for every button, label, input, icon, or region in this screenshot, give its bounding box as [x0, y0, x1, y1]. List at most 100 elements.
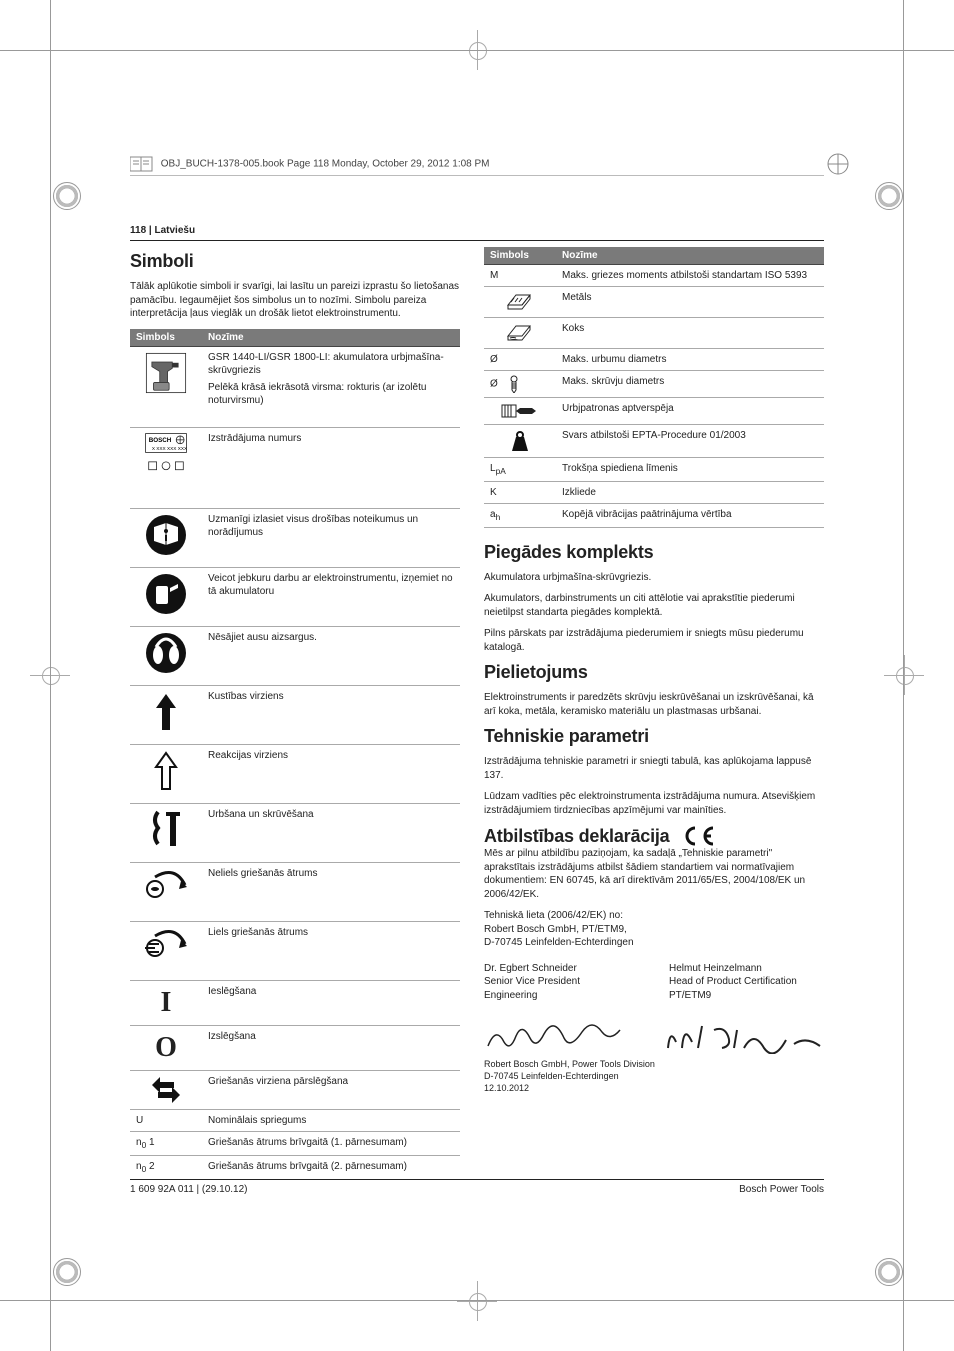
cell-text: Maks. urbumu diametrs [556, 349, 824, 371]
ah-symbol: ah [490, 509, 500, 520]
page-footer: 1 609 92A 011 | (29.10.12) Bosch Power T… [130, 1179, 824, 1195]
regmark-bottom-right [868, 1251, 908, 1291]
table-row: Svars atbilstoši EPTA-Procedure 01/2003 [484, 425, 824, 458]
drill-screw-icon [148, 808, 184, 852]
conformity-foot3: 12.10.2012 [484, 1082, 824, 1094]
signatures [484, 1018, 824, 1054]
table-row: Reakcijas virziens [130, 744, 460, 803]
cell-text: Nēsājiet ausu aizsargus. [202, 626, 460, 685]
table-row: Kustības virziens [130, 685, 460, 744]
regmark-bottom-left [46, 1251, 86, 1291]
ce-mark-icon [681, 825, 717, 847]
techparam-p2: Lūdzam vadīties pēc elektroinstrumenta i… [484, 790, 824, 817]
application-p1: Elektroinstruments ir paredzēts skrūvju … [484, 691, 824, 718]
page-number: 118 [130, 225, 146, 236]
cell-text: Urbšana un skrūvēšana [202, 803, 460, 862]
table-row: Ø Maks. skrūvju diametrs [484, 371, 824, 398]
uncertainty-symbol: K [484, 481, 556, 503]
crossmark-right [884, 655, 924, 695]
page: OBJ_BUCH-1378-005.book Page 118 Monday, … [0, 0, 954, 1351]
cell-text: Veicot jebkuru darbu ar elektroinstrumen… [202, 567, 460, 626]
regmark-top-left [46, 175, 86, 215]
low-speed-icon [143, 867, 189, 901]
table-row: n0 2 Griešanās ātrums brīvgaitā (2. pārn… [130, 1156, 460, 1180]
n0-2-symbol: n0 2 [136, 1161, 155, 1172]
table-row: I Ieslēgšana [130, 980, 460, 1025]
symbols-table-left: Simbols Nozīme [130, 329, 460, 1180]
conformity-p4: D-70745 Leinfelden-Echterdingen [484, 936, 824, 950]
left-column: Simboli Tālāk aplūkotie simboli ir svarī… [130, 247, 460, 1180]
cell-text: Metāls [556, 287, 824, 318]
signature-block: Dr. Egbert Schneider Senior Vice Preside… [484, 962, 824, 1003]
diameter-symbol: Ø [490, 379, 498, 390]
cell-text: Urbjpatronas aptverspēja [556, 398, 824, 425]
table-row: Liels griešanās ātrums [130, 921, 460, 980]
drill-icon [138, 351, 194, 395]
cell-text: Kustības virziens [202, 685, 460, 744]
th-symbol: Simbols [484, 247, 556, 265]
cell-text: Liels griešanās ātrums [202, 921, 460, 980]
table-row: ah Kopējā vibrācijas paātrinājuma vērtīb… [484, 503, 824, 527]
table-row: Urbjpatronas aptverspēja [484, 398, 824, 425]
page-lang: Latviešu [155, 225, 196, 236]
cell-text: Griešanās ātrums brīvgaitā (2. pārnesuma… [202, 1156, 460, 1180]
table-row: Koks [484, 318, 824, 349]
voltage-symbol: U [130, 1110, 202, 1132]
th-meaning: Nozīme [556, 247, 824, 265]
weight-icon [508, 429, 532, 453]
cell-text: Izkliede [556, 481, 824, 503]
table-row: BOSCH X XXX XXX XXX Izstrādājuma numurs [130, 427, 460, 508]
symbols-table-right: Simbols Nozīme M Maks. griezes moments a… [484, 247, 824, 528]
movement-arrow-icon [151, 690, 181, 734]
cell-text: Neliels griešanās ātrums [202, 862, 460, 921]
screw-icon [507, 375, 521, 393]
wood-icon [506, 322, 534, 344]
table-row: Uzmanīgi izlasiet visus drošības noteiku… [130, 508, 460, 567]
guide-left [50, 0, 51, 1351]
cell-text: Ieslēgšana [202, 980, 460, 1025]
delivery-p3: Pilns pārskats par izstrādājuma piederum… [484, 627, 824, 654]
footer-right: Bosch Power Tools [739, 1184, 824, 1195]
cell-text: Pelēkā krāsā iekrāsotā virsma: rokturis … [208, 381, 454, 407]
guide-bottom [0, 1300, 954, 1301]
cell-text: Griešanās virziena pārslēgšana [202, 1071, 460, 1110]
delivery-p1: Akumulatora urbjmašīna-skrūvgriezis. [484, 571, 824, 585]
running-header-rule [130, 175, 824, 176]
table-row: K Izkliede [484, 481, 824, 503]
conformity-foot1: Robert Bosch GmbH, Power Tools Division [484, 1058, 824, 1070]
table-row: n0 1 Griešanās ātrums brīvgaitā (1. pārn… [130, 1132, 460, 1156]
signature-left-icon [484, 1018, 624, 1054]
n0-1-symbol: n0 1 [136, 1137, 155, 1148]
title-conformity: Atbilstības deklarācija [484, 826, 669, 847]
right-column: Simbols Nozīme M Maks. griezes moments a… [484, 247, 824, 1180]
cell-text: Griešanās ātrums brīvgaitā (1. pārnesuma… [202, 1132, 460, 1156]
intro-text: Tālāk aplūkotie simboli ir svarīgi, lai … [130, 280, 460, 321]
th-symbol: Simbols [130, 329, 202, 347]
cell-text: Trokšņa spiediena līmenis [556, 458, 824, 482]
article-number-icon: BOSCH X XXX XXX XXX [138, 432, 194, 476]
content-area: 118 | Latviešu Simboli Tālāk aplūkotie s… [130, 225, 824, 1180]
table-row: LpA Trokšņa spiediena līmenis [484, 458, 824, 482]
cell-text: Maks. griezes moments atbilstoši standar… [556, 265, 824, 287]
delivery-p2: Akumulators, darbinstruments un citi att… [484, 592, 824, 619]
ear-protection-icon [144, 631, 188, 675]
read-manual-icon [144, 513, 188, 557]
table-row: Metāls [484, 287, 824, 318]
table-row: Neliels griešanās ātrums [130, 862, 460, 921]
table-row: Nēsājiet ausu aizsargus. [130, 626, 460, 685]
switch-on-icon: I [130, 980, 202, 1025]
title-techparam: Tehniskie parametri [484, 726, 824, 747]
conformity-foot2: D-70745 Leinfelden-Echterdingen [484, 1070, 824, 1082]
crossmark-bottom [457, 1281, 497, 1321]
signature-right-icon [664, 1018, 824, 1054]
guide-top [0, 50, 954, 51]
conformity-p2: Tehniskā lieta (2006/42/EK) no: [484, 909, 824, 923]
table-row: GSR 1440-LI/GSR 1800-LI: akumulatora urb… [130, 346, 460, 427]
footer-left: 1 609 92A 011 | (29.10.12) [130, 1184, 248, 1195]
conformity-p3: Robert Bosch GmbH, PT/ETM9, [484, 923, 824, 937]
table-row: M Maks. griezes moments atbilstoši stand… [484, 265, 824, 287]
svg-text:X XXX XXX XXX: X XXX XXX XXX [152, 446, 188, 451]
cell-text: Maks. skrūvju diametrs [556, 371, 824, 398]
title-delivery: Piegādes komplekts [484, 542, 824, 563]
running-header-text: OBJ_BUCH-1378-005.book Page 118 Monday, … [161, 159, 490, 170]
